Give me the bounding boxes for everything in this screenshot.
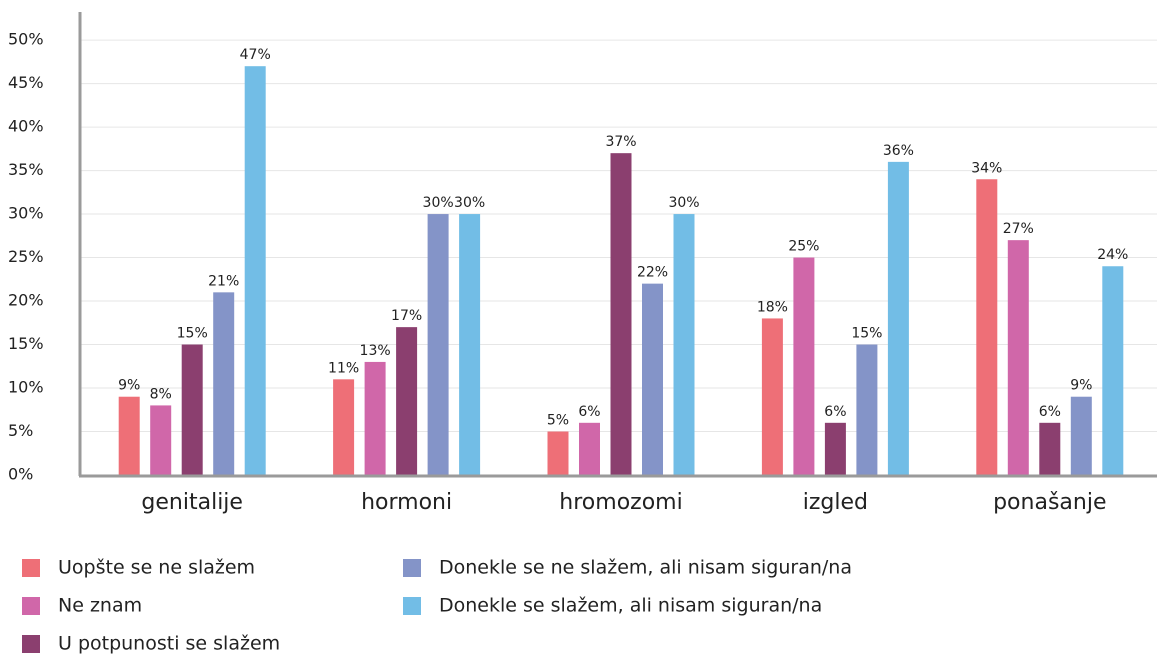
value-label: 30% (423, 195, 454, 211)
value-label: 15% (177, 326, 208, 342)
bar (793, 257, 815, 475)
y-tick-label: 10% (8, 378, 44, 397)
value-label: 6% (578, 404, 600, 420)
value-label: 37% (605, 134, 636, 150)
bar (887, 161, 909, 475)
value-label: 21% (208, 273, 239, 289)
bar (459, 214, 481, 475)
legend-swatch (22, 597, 40, 615)
bar (1070, 396, 1092, 475)
bar (1007, 240, 1029, 475)
x-tick-label: izgled (803, 490, 868, 515)
bar (333, 379, 355, 475)
bar (244, 66, 266, 475)
bar (118, 396, 140, 475)
y-tick-label: 30% (8, 204, 44, 223)
legend-swatch (403, 559, 421, 577)
y-tick-label: 50% (8, 30, 44, 49)
value-label: 9% (118, 378, 140, 394)
x-tick-label: hromozomi (559, 490, 682, 515)
x-tick-label: hormoni (361, 490, 452, 515)
bar (150, 405, 172, 475)
bar (396, 327, 418, 475)
value-label: 47% (240, 47, 271, 63)
y-tick-label: 20% (8, 291, 44, 310)
value-label: 13% (360, 343, 391, 359)
bar (579, 422, 600, 475)
bar (1102, 266, 1124, 475)
bar (364, 361, 386, 475)
bar (547, 431, 569, 475)
y-tick-label: 15% (8, 334, 44, 353)
value-label: 6% (1039, 404, 1061, 420)
legend-label: U potpunosti se slažem (58, 633, 280, 655)
value-label: 36% (883, 143, 914, 159)
bar (824, 422, 846, 475)
bar (673, 214, 695, 475)
plot-area: 0% 5% 10% 15% 20% 25% 30% 35% 40% 45% 50% genitalij… (8, 30, 1157, 655)
y-tick-label: 5% (8, 421, 33, 440)
value-label: 5% (547, 413, 569, 429)
value-label: 17% (391, 308, 422, 324)
value-label: 30% (668, 195, 699, 211)
value-label: 9% (1070, 378, 1092, 394)
bar (976, 179, 998, 475)
value-label: 18% (757, 299, 788, 315)
value-label: 25% (788, 239, 819, 255)
y-tick-label: 0% (8, 465, 33, 484)
legend-label: Donekle se slažem, ali nisam siguran/na (439, 595, 822, 617)
value-label: 30% (454, 195, 485, 211)
bar (427, 214, 449, 475)
legend-swatch (403, 597, 421, 615)
value-label: 34% (971, 160, 1002, 176)
legend-swatch (22, 635, 40, 653)
y-tick-label: 45% (8, 73, 44, 92)
legend-label: Ne znam (58, 595, 142, 617)
bar (610, 153, 632, 476)
bar (642, 283, 663, 475)
y-tick-label: 25% (8, 247, 44, 266)
legend-label: Uopšte se ne slažem (58, 557, 255, 579)
bar (1039, 422, 1061, 475)
value-label: 6% (824, 404, 846, 420)
y-tick-label: 40% (8, 117, 44, 136)
bar (213, 292, 235, 475)
value-label: 22% (637, 265, 668, 281)
value-label: 24% (1097, 247, 1128, 263)
legend-swatch (22, 559, 40, 577)
value-label: 11% (328, 360, 359, 376)
value-label: 27% (1003, 221, 1034, 237)
y-tick-label: 35% (8, 160, 44, 179)
legend-label: Donekle se ne slažem, ali nisam siguran/… (439, 557, 852, 579)
value-label: 15% (851, 326, 882, 342)
bar (856, 344, 878, 475)
bar (761, 318, 783, 475)
x-tick-label: genitalije (141, 490, 243, 515)
x-tick-label: ponašanje (993, 490, 1106, 515)
bar (181, 344, 203, 475)
value-label: 8% (150, 386, 172, 402)
